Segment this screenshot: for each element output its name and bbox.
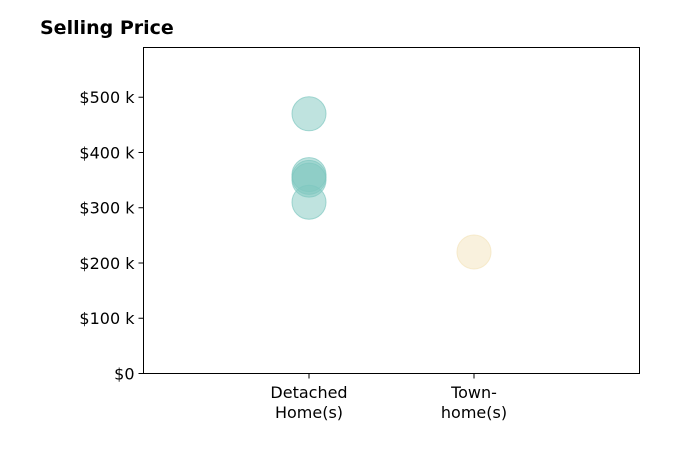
y-tick-label: $500 k [79, 88, 135, 107]
y-tick-label: $100 k [79, 309, 135, 328]
x-tick-label: Home(s) [275, 403, 343, 422]
chart-title: Selling Price [40, 17, 174, 39]
y-tick-label: $0 [114, 365, 134, 384]
y-tick-label: $300 k [79, 199, 135, 218]
y-tick-label: $200 k [79, 254, 135, 273]
points-layer [291, 96, 492, 270]
plot-frame [143, 47, 640, 374]
data-point [291, 184, 327, 220]
data-point [456, 234, 492, 270]
x-tick-label: Detached [270, 383, 347, 402]
y-tick-label: $400 k [79, 143, 135, 162]
x-tick-label: home(s) [441, 403, 507, 422]
y-axis: $0 $100 k $200 k $300 k $400 k $500 k [79, 88, 144, 384]
x-tick-label: Town- [450, 383, 497, 402]
data-point [291, 96, 327, 132]
